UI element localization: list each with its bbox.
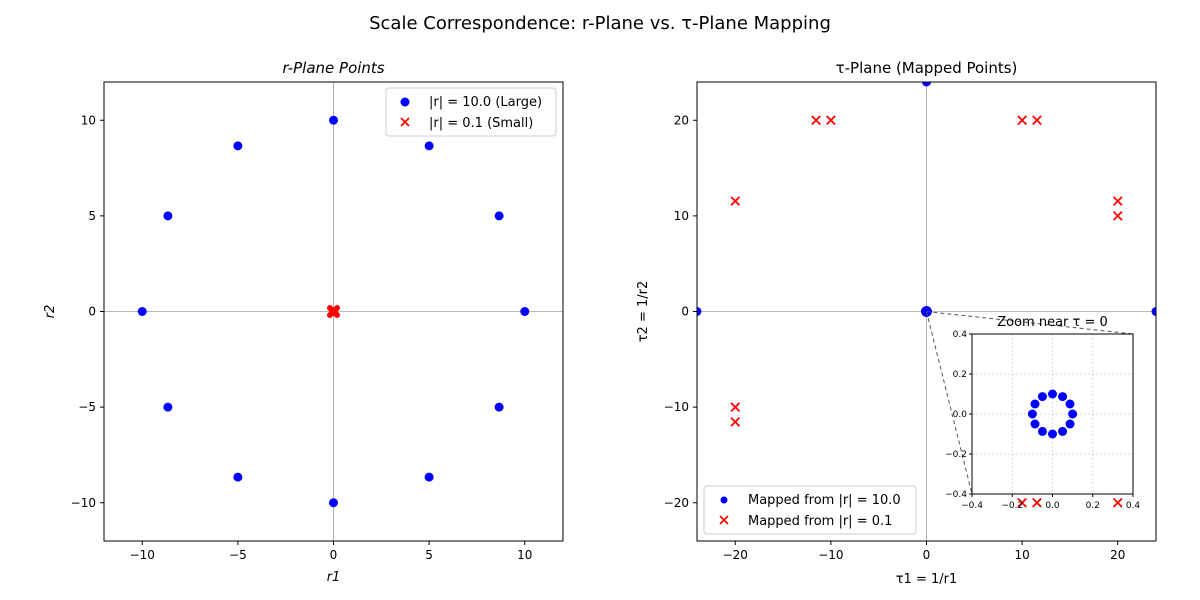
r-plane-ytick-label: 10: [81, 113, 96, 127]
tau-plane-xtick-label: 20: [1110, 548, 1125, 562]
r-plane-point-circle: [233, 141, 243, 151]
r-plane-point-circle: [163, 402, 173, 412]
r-plane-point-circle: [494, 211, 504, 221]
tau-plane-point-circle: [697, 307, 702, 316]
tau-plane-ylabel: τ2 = 1/r2: [636, 281, 651, 343]
r-plane-point-circle: [163, 211, 173, 221]
r-plane-xtick-label: 10: [517, 548, 532, 562]
tau-plane-point-x: [1112, 196, 1123, 206]
tau-plane-ytick-label: 20: [674, 113, 689, 127]
inset-point-circle: [1068, 409, 1078, 419]
tau-plane-legend: Mapped from |r| = 10.0 Mapped from |r| =…: [703, 485, 917, 535]
tau-plane-xtick-label: −20: [723, 548, 748, 562]
legend-small-label: |r| = 0.1 (Small): [429, 116, 533, 131]
tau-plane-xtick-label: 10: [1014, 548, 1029, 562]
legend-large-label: |r| = 10.0 (Large): [429, 95, 542, 110]
inset-point-circle: [1048, 389, 1057, 399]
inset-point-circle: [1058, 426, 1068, 436]
r-plane-ylabel: r2: [43, 305, 58, 319]
r-plane-point-circle: [233, 472, 243, 482]
inset-point-circle: [1037, 426, 1047, 436]
tau-plane-point-x: [1112, 497, 1123, 508]
r-plane-xtick-label: 5: [425, 548, 433, 562]
r-plane-point-circle: [520, 307, 530, 316]
legend-mapped-large-marker: [720, 496, 728, 504]
inset-point-circle: [1048, 429, 1057, 439]
inset-point-circle: [1058, 392, 1068, 402]
legend-large-marker: [400, 97, 410, 107]
zoom-inset: −0.4−0.4 −0.2 −0.2 0.0 0.0 0.2 0.2 0.4 0.4 Zoom …: [945, 315, 1140, 511]
tau-plane-point-x: [826, 115, 836, 126]
inset-point-circle: [1030, 399, 1040, 409]
r-plane-ytick-label: 5: [88, 209, 96, 223]
r-plane-ytick-label: −10: [71, 496, 96, 510]
legend-mapped-large-label: Mapped from |r| = 10.0: [748, 493, 901, 508]
r-plane-point-circle: [137, 307, 147, 316]
inset-ytick-label: 0.0: [953, 410, 968, 420]
r-plane-ytick-label: −5: [78, 400, 96, 414]
r-plane-point-x: [330, 307, 341, 318]
r-plane-ytick-label: 0: [88, 305, 96, 319]
figure-suptitle: Scale Correspondence: r-Plane vs. τ-Plan…: [369, 13, 831, 34]
tau-plane-point-x: [811, 115, 821, 126]
inset-xtick-label: −0.4: [961, 501, 983, 511]
tau-plane-point-x: [1017, 497, 1027, 508]
tau-plane-point-x: [1112, 211, 1123, 221]
zoom-connector-bottom: [926, 311, 973, 495]
inset-ytick-label: 0.2: [953, 370, 967, 380]
zoom-inset-title: Zoom near τ = 0: [997, 315, 1108, 330]
tau-plane-ytick-label: −10: [664, 400, 689, 414]
inset-point-circle: [1027, 409, 1037, 419]
inset-xtick-label: −0.2: [1001, 501, 1023, 511]
r-plane-xtick-label: 0: [330, 548, 338, 562]
tau-plane-ytick-label: 10: [674, 209, 689, 223]
tau-plane-point-x: [1032, 115, 1042, 126]
tau-plane-xlabel: τ1 = 1/r1: [896, 572, 958, 587]
inset-ytick-label: 0.4: [953, 330, 968, 340]
inset-point-circle: [1065, 419, 1075, 429]
tau-plane-title: τ-Plane (Mapped Points): [836, 59, 1018, 77]
tau-plane-point-x: [1032, 497, 1042, 508]
r-plane-legend: |r| = 10.0 (Large) |r| = 0.1 (Small): [385, 87, 557, 137]
legend-small-marker: [400, 117, 410, 127]
tau-plane-point-circle: [922, 82, 931, 87]
inset-ytick-label: −0.4: [945, 490, 967, 500]
inset-point-circle: [1065, 399, 1075, 409]
legend-mapped-small-marker: [719, 515, 729, 525]
inset-point-circle: [1030, 419, 1040, 429]
tau-plane-axes: −20 −10 0 10 20 −20 −10 0 10 20 τ-Plane (Mapped P…: [636, 59, 1157, 587]
r-plane-title: r-Plane Points: [282, 59, 384, 77]
tau-plane-xtick-label: −10: [818, 548, 843, 562]
tau-plane-point-x: [730, 402, 741, 412]
inset-xtick-label: 0.2: [1086, 501, 1100, 511]
legend-mapped-small-label: Mapped from |r| = 0.1: [748, 514, 892, 529]
tau-plane-point-x: [730, 196, 741, 206]
inset-xtick-label: 0.4: [1126, 501, 1141, 511]
inset-point-circle: [1037, 392, 1047, 402]
tau-plane-xtick-label: 0: [923, 548, 931, 562]
r-plane-point-circle: [329, 115, 338, 125]
r-plane-point-circle: [424, 141, 434, 151]
r-plane-point-circle: [424, 472, 434, 482]
r-plane-point-circle: [494, 402, 504, 412]
tau-plane-point-x: [1017, 115, 1027, 126]
r-plane-xtick-label: −5: [229, 548, 247, 562]
tau-plane-point-circle: [1151, 307, 1156, 316]
inset-ytick-label: −0.2: [945, 450, 967, 460]
tau-plane-point-x: [730, 417, 741, 427]
tau-plane-ytick-label: 0: [681, 305, 689, 319]
r-plane-point-circle: [329, 498, 338, 508]
r-plane-xtick-label: −10: [130, 548, 155, 562]
inset-xtick-label: 0.0: [1045, 501, 1060, 511]
tau-plane-ytick-label: −20: [664, 496, 689, 510]
r-plane-xlabel: r1: [327, 570, 341, 585]
